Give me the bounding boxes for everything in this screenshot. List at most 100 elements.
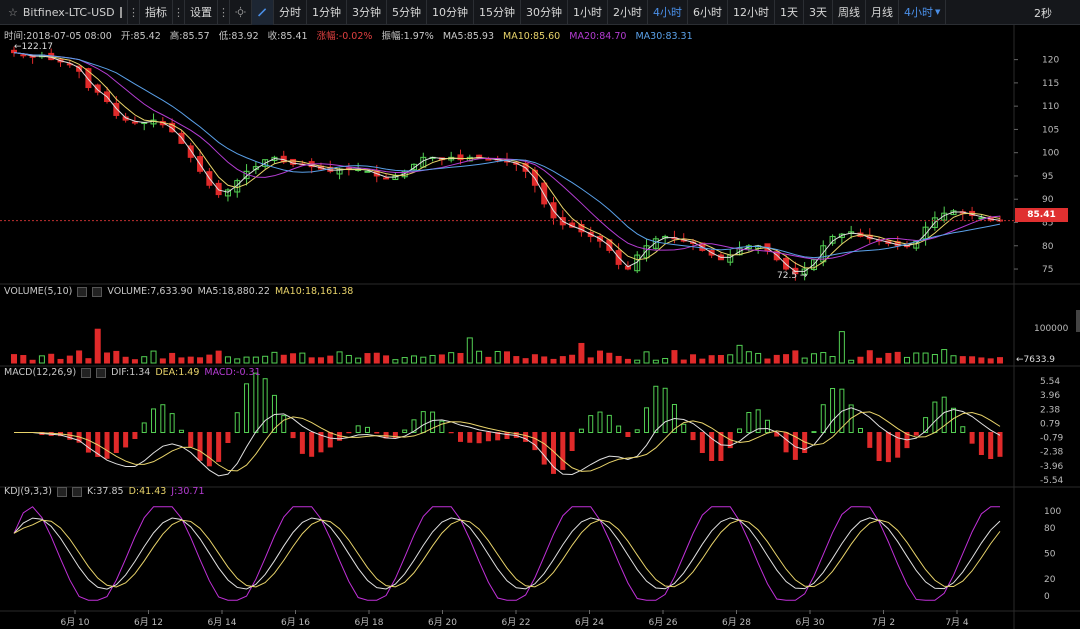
candle	[215, 182, 222, 196]
chevron-down-icon: ▼	[935, 8, 941, 16]
interval-tab[interactable]: 12小时	[728, 0, 775, 25]
interval-tab[interactable]: 1天	[775, 0, 804, 25]
macd-bar	[355, 425, 361, 434]
interval-tab[interactable]: 月线	[866, 0, 899, 25]
macd-bar	[616, 425, 622, 433]
ma-line	[13, 52, 1001, 269]
volume-bar	[141, 356, 148, 364]
interval-tab[interactable]: 2小时	[608, 0, 648, 25]
macd-bar	[169, 413, 175, 434]
macd-bar	[867, 432, 873, 448]
macd-bar	[113, 432, 119, 453]
macd-bar	[783, 432, 789, 453]
volume-marker: ←7633.9	[1016, 355, 1055, 365]
interval-tab[interactable]: 15分钟	[474, 0, 521, 25]
volume-bar	[978, 357, 985, 364]
macd-bar	[541, 432, 547, 465]
macd-bar	[811, 431, 817, 434]
macd-tick-label: 2.38	[1040, 405, 1060, 415]
macd-tick-label: -3.96	[1040, 462, 1064, 472]
interval-tab[interactable]: 3天	[804, 0, 833, 25]
expand-icon[interactable]	[119, 6, 122, 18]
kdj-header: KDJ(9,3,3) K:37.85 D:41.43 J:30.71	[4, 486, 205, 497]
theme-toggle-icon[interactable]	[230, 0, 252, 25]
volume-bar	[392, 359, 399, 364]
interval-tab[interactable]: 3分钟	[347, 0, 387, 25]
volume-bar	[699, 358, 706, 364]
draw-tool-icon[interactable]	[252, 0, 274, 25]
candle	[810, 259, 817, 271]
interval-tab[interactable]: 1分钟	[307, 0, 347, 25]
kdj-j-line	[13, 506, 1000, 601]
candle	[652, 238, 659, 249]
macd-bar	[430, 411, 436, 433]
indicator-menu-icon[interactable]: ⋮	[173, 0, 185, 25]
settings-button[interactable]: 设置	[185, 0, 218, 25]
volume-bar	[280, 354, 287, 364]
macd-bar	[504, 432, 510, 439]
volume-bar	[662, 358, 669, 364]
date-tick-label: 6月 30	[795, 617, 824, 628]
ma-line	[13, 52, 1001, 272]
macd-bar	[969, 432, 975, 444]
macd-bar	[364, 426, 370, 433]
macd-bar	[857, 428, 863, 433]
interval-tab[interactable]: 5分钟	[387, 0, 427, 25]
interval-tab[interactable]: 10分钟	[427, 0, 474, 25]
volume-bar	[159, 358, 166, 364]
candle	[187, 145, 194, 158]
candle	[113, 102, 120, 116]
interval-tab[interactable]: 30分钟	[521, 0, 568, 25]
volume-bar	[150, 350, 157, 364]
panel-resize-handle[interactable]	[1076, 310, 1080, 332]
candle	[11, 49, 17, 54]
macd-bar	[709, 432, 715, 461]
volume-bar	[820, 352, 827, 364]
interval-tab[interactable]: 分时	[274, 0, 307, 25]
volume-close-icon[interactable]	[92, 286, 103, 297]
price-tick-label: 80	[1042, 242, 1054, 252]
interval-dropdown-label: 4小时	[904, 6, 933, 19]
macd-bar	[253, 372, 259, 433]
date-tick-label: 6月 22	[501, 617, 530, 628]
macd-bar	[132, 432, 138, 439]
macd-bar	[597, 411, 603, 433]
symbol-selector[interactable]: ☆ Bitfinex-LTC-USD	[0, 0, 128, 25]
info-ma20: MA20:84.70	[569, 31, 627, 42]
volume-bar	[997, 357, 1003, 364]
macd-bar	[299, 432, 305, 454]
star-icon[interactable]: ☆	[8, 5, 18, 19]
macd-bar	[188, 432, 194, 447]
volume-bar	[903, 356, 910, 364]
info-amplitude: 振幅:1.97%	[381, 31, 434, 42]
volume-bar	[755, 352, 762, 364]
volume-bar	[848, 359, 855, 364]
volume-bar	[494, 350, 501, 364]
volume-settings-icon[interactable]	[77, 286, 88, 297]
candlestick-chart[interactable]: 120 115 110 105 100 95 90 85 80 75 ←122.17 72.5 → 10…	[0, 25, 1080, 629]
interval-tab[interactable]: 周线	[833, 0, 866, 25]
interval-dropdown[interactable]: 4小时 ▼	[899, 0, 947, 25]
macd-settings-icon[interactable]	[81, 367, 92, 378]
volume-bar	[838, 331, 845, 364]
volume-bar	[187, 356, 194, 364]
more-menu-icon[interactable]: ⋮	[128, 0, 140, 25]
macd-bar	[830, 388, 836, 433]
volume-bar	[476, 350, 483, 364]
interval-tab[interactable]: 1小时	[568, 0, 608, 25]
interval-tab[interactable]: 6小时	[688, 0, 728, 25]
kdj-close-icon[interactable]	[71, 486, 82, 497]
macd-close-icon[interactable]	[96, 367, 107, 378]
macd-bar	[578, 428, 584, 433]
macd-bar	[439, 420, 445, 433]
interval-tab[interactable]: 4小时	[648, 0, 688, 25]
macd-bar	[960, 426, 966, 434]
macd-bar	[681, 423, 687, 433]
current-price-tag: 85.41	[1015, 208, 1068, 222]
macd-value: MACD:-0.31	[204, 367, 261, 378]
volume-bar	[224, 356, 231, 364]
kdj-settings-icon[interactable]	[56, 486, 67, 497]
settings-menu-icon[interactable]: ⋮	[218, 0, 230, 25]
indicator-button[interactable]: 指标	[140, 0, 173, 25]
macd-bar	[485, 432, 491, 442]
